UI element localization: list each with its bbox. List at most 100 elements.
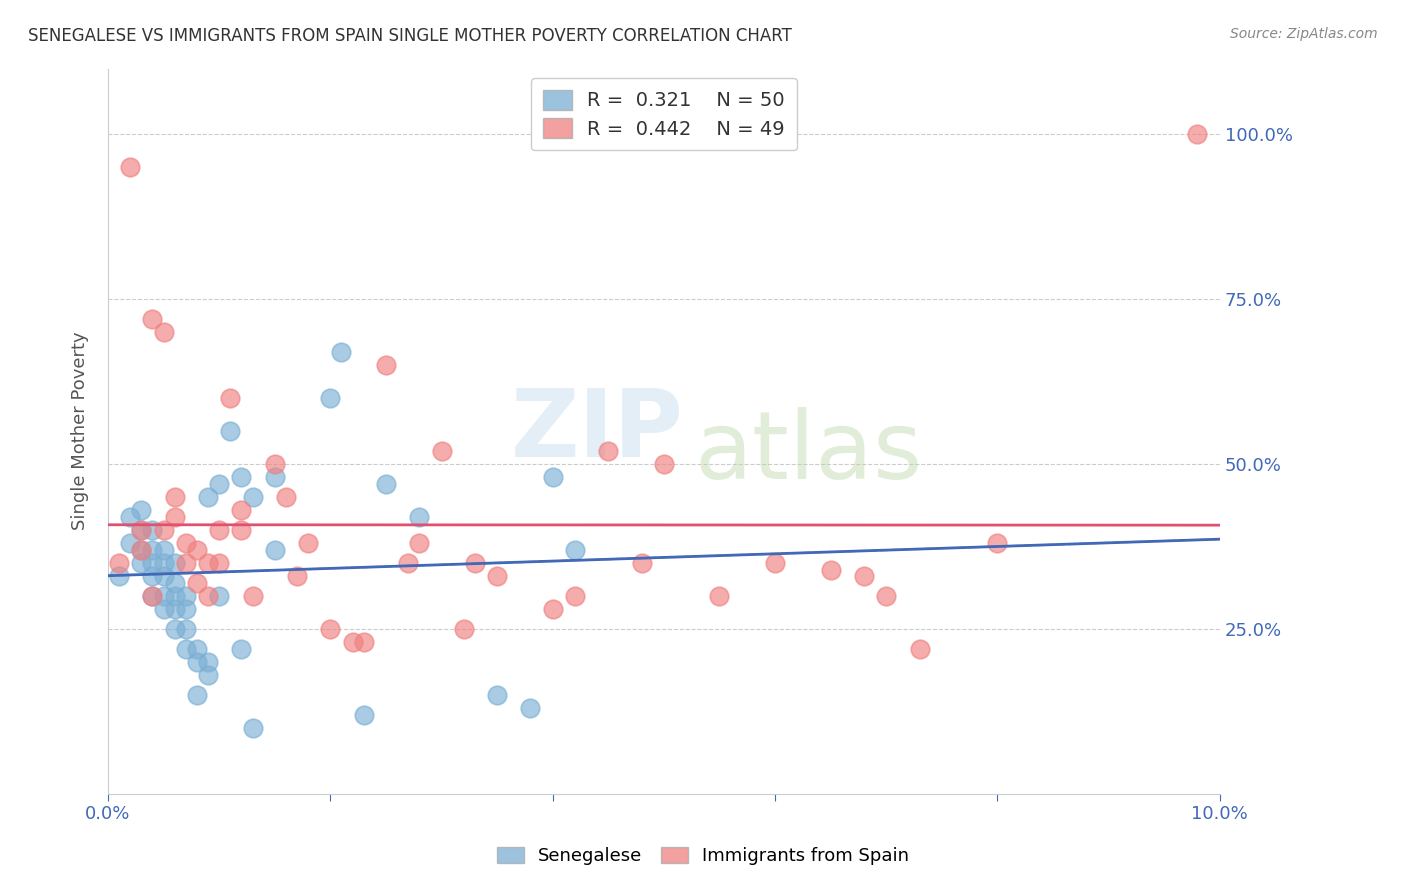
Text: ZIP: ZIP [510, 385, 683, 477]
Point [231, 503, 253, 517]
Text: atlas: atlas [695, 407, 922, 499]
Point [152, 325, 174, 339]
Point [163, 589, 186, 603]
Point [208, 556, 231, 570]
Point [163, 622, 186, 636]
Point [986, 536, 1008, 550]
Point [285, 569, 308, 583]
Point [274, 490, 297, 504]
Point [197, 668, 219, 682]
Point [231, 470, 253, 484]
Point [908, 641, 931, 656]
Point [131, 523, 153, 537]
Point [131, 503, 153, 517]
Point [652, 457, 675, 471]
Legend: Senegalese, Immigrants from Spain: Senegalese, Immigrants from Spain [488, 838, 918, 874]
Point [430, 443, 453, 458]
Point [141, 569, 163, 583]
Point [219, 424, 242, 438]
Point [131, 542, 153, 557]
Point [319, 391, 342, 405]
Point [131, 523, 153, 537]
Point [208, 523, 231, 537]
Point [342, 635, 364, 649]
Point [297, 536, 319, 550]
Point [208, 589, 231, 603]
Point [852, 569, 875, 583]
Point [541, 470, 564, 484]
Point [486, 688, 509, 702]
Point [564, 589, 586, 603]
Text: Source: ZipAtlas.com: Source: ZipAtlas.com [1230, 27, 1378, 41]
Point [820, 562, 842, 576]
Point [374, 476, 396, 491]
Point [141, 312, 163, 326]
Point [120, 509, 142, 524]
Point [131, 556, 153, 570]
Point [396, 556, 419, 570]
Point [231, 523, 253, 537]
Point [163, 556, 186, 570]
Point [174, 589, 197, 603]
Point [174, 641, 197, 656]
Point [242, 490, 264, 504]
Point [163, 509, 186, 524]
Point [186, 542, 208, 557]
Point [186, 641, 208, 656]
Point [152, 556, 174, 570]
Point [186, 575, 208, 590]
Point [408, 536, 430, 550]
Point [163, 490, 186, 504]
Point [242, 721, 264, 735]
Point [353, 707, 375, 722]
Point [763, 556, 786, 570]
Point [564, 542, 586, 557]
Point [174, 602, 197, 616]
Point [875, 589, 897, 603]
Point [464, 556, 486, 570]
Point [141, 589, 163, 603]
Point [108, 556, 131, 570]
Point [141, 523, 163, 537]
Point [152, 569, 174, 583]
Point [519, 701, 541, 715]
Point [163, 575, 186, 590]
Point [486, 569, 509, 583]
Point [197, 556, 219, 570]
Legend: R =  0.321    N = 50, R =  0.442    N = 49: R = 0.321 N = 50, R = 0.442 N = 49 [531, 78, 797, 151]
Point [208, 476, 231, 491]
Point [374, 358, 396, 372]
Point [186, 688, 208, 702]
Point [263, 542, 285, 557]
Point [598, 443, 620, 458]
Point [242, 589, 264, 603]
Point [141, 542, 163, 557]
Point [120, 161, 142, 175]
Y-axis label: Single Mother Poverty: Single Mother Poverty [72, 332, 89, 531]
Point [163, 602, 186, 616]
Point [541, 602, 564, 616]
Point [709, 589, 731, 603]
Point [152, 523, 174, 537]
Point [174, 536, 197, 550]
Point [408, 509, 430, 524]
Point [186, 655, 208, 669]
Point [330, 345, 353, 359]
Point [152, 542, 174, 557]
Point [131, 542, 153, 557]
Point [1187, 128, 1209, 142]
Point [152, 602, 174, 616]
Point [174, 622, 197, 636]
Point [319, 622, 342, 636]
Point [353, 635, 375, 649]
Point [263, 470, 285, 484]
Point [197, 589, 219, 603]
Point [263, 457, 285, 471]
Point [453, 622, 475, 636]
Point [197, 490, 219, 504]
Point [174, 556, 197, 570]
Point [231, 641, 253, 656]
Point [141, 556, 163, 570]
Text: SENEGALESE VS IMMIGRANTS FROM SPAIN SINGLE MOTHER POVERTY CORRELATION CHART: SENEGALESE VS IMMIGRANTS FROM SPAIN SING… [28, 27, 792, 45]
Point [630, 556, 652, 570]
